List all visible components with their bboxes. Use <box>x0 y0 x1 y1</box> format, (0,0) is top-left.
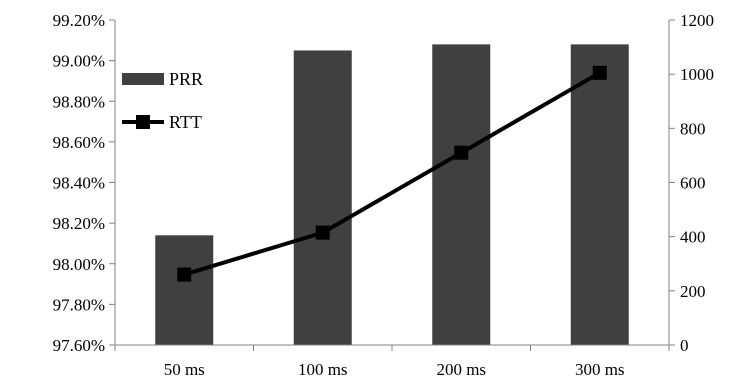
y-tick-label-left: 98.80% <box>53 92 105 111</box>
legend-swatch-prr <box>122 73 164 85</box>
y-tick-label-left: 99.00% <box>53 52 105 71</box>
y-tick-label-right: 600 <box>680 174 706 193</box>
y-tick-label-left: 99.20% <box>53 11 105 30</box>
y-tick-label-right: 400 <box>680 228 706 247</box>
bar-prr <box>294 50 352 345</box>
y-tick-label-left: 98.20% <box>53 214 105 233</box>
y-tick-label-right: 0 <box>680 336 689 355</box>
y-tick-label-right: 200 <box>680 282 706 301</box>
y-tick-label-right: 1000 <box>680 65 714 84</box>
y-tick-label-left: 97.60% <box>53 336 105 355</box>
legend-label-rtt: RTT <box>169 112 202 132</box>
y-tick-label-left: 97.80% <box>53 295 105 314</box>
marker-rtt <box>177 268 191 282</box>
x-tick-label: 300 ms <box>575 360 625 379</box>
marker-rtt <box>454 146 468 160</box>
y-tick-label-left: 98.60% <box>53 133 105 152</box>
x-tick-label: 200 ms <box>436 360 486 379</box>
x-tick-label: 100 ms <box>298 360 348 379</box>
legend-label-prr: PRR <box>169 69 203 89</box>
marker-rtt <box>593 66 607 80</box>
y-tick-label-right: 1200 <box>680 11 714 30</box>
x-tick-label: 50 ms <box>164 360 205 379</box>
bar-prr <box>571 44 629 345</box>
bar-prr <box>155 235 213 345</box>
legend-marker-rtt <box>136 115 150 129</box>
marker-rtt <box>316 226 330 240</box>
y-tick-label-left: 98.00% <box>53 255 105 274</box>
y-tick-label-left: 98.40% <box>53 174 105 193</box>
y-tick-label-right: 800 <box>680 119 706 138</box>
bar-prr <box>432 44 490 345</box>
